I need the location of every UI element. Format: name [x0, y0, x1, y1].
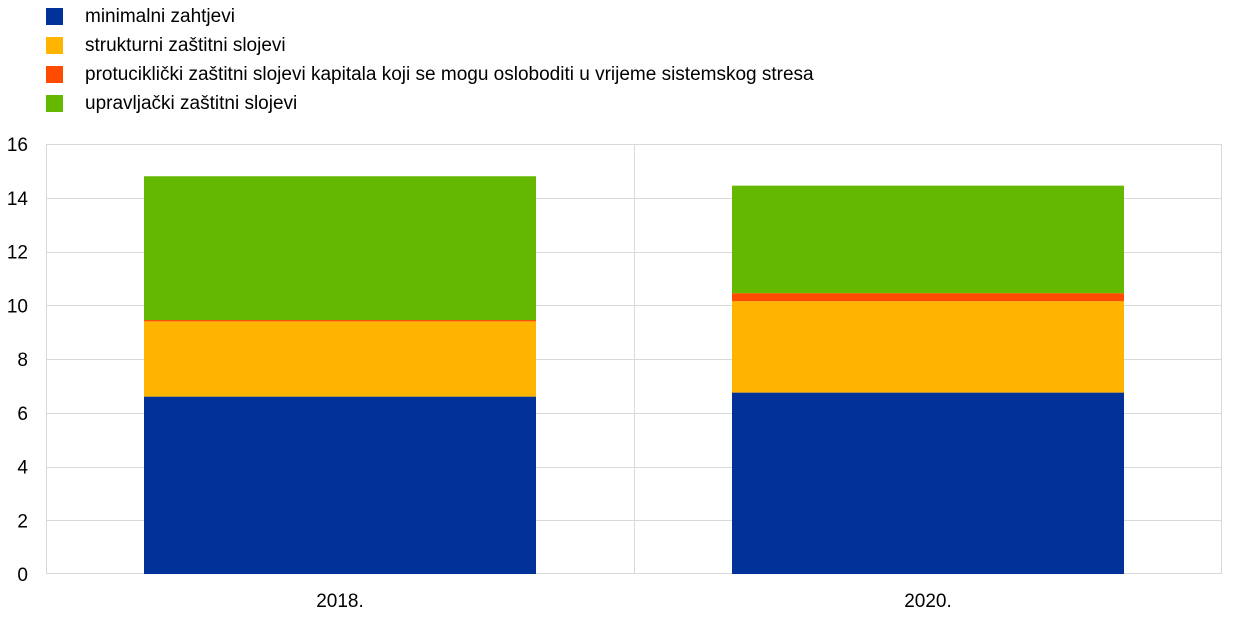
legend-swatch [46, 8, 63, 25]
y-tick-label: 4 [17, 458, 28, 479]
legend-item: minimalni zahtjevi [46, 2, 814, 31]
legend: minimalni zahtjevi strukturni zaštitni sl… [46, 2, 814, 118]
bar-segment [144, 321, 536, 397]
bar-segment [732, 301, 1124, 393]
y-tick-label: 12 [7, 243, 28, 264]
bar-segment [732, 185, 1124, 294]
bar-segment [732, 392, 1124, 574]
x-tick-label: 2020. [904, 591, 952, 612]
y-tick-label: 10 [7, 296, 28, 317]
bars [144, 176, 1124, 574]
y-tick-label: 8 [17, 350, 28, 371]
y-tick-label: 16 [7, 135, 28, 156]
legend-label: upravljački zaštitni slojevi [85, 92, 298, 114]
legend-label: strukturni zaštitni slojevi [85, 34, 286, 56]
y-tick-label: 14 [7, 189, 29, 210]
bar-segment [732, 293, 1124, 302]
axes [46, 144, 1222, 574]
y-tick-label: 0 [17, 565, 28, 586]
legend-item: protuciklički zaštitni slojevi kapitala … [46, 60, 814, 89]
legend-item: strukturni zaštitni slojevi [46, 31, 814, 60]
bar-segment [144, 320, 536, 322]
x-tick-label: 2018. [316, 591, 364, 612]
legend-label: protuciklički zaštitni slojevi kapitala … [85, 63, 814, 85]
legend-swatch [46, 37, 63, 54]
bar-segment [144, 396, 536, 574]
bar-segment [144, 176, 536, 321]
legend-swatch [46, 95, 63, 112]
axis-labels: 0 2 4 6 8 10 12 14 16 2018. 2020. [7, 135, 952, 612]
y-tick-label: 6 [17, 404, 28, 425]
plot-frame [46, 144, 1222, 574]
legend-label: minimalni zahtjevi [85, 5, 235, 27]
legend-item: upravljački zaštitni slojevi [46, 89, 814, 118]
y-tick-label: 2 [17, 511, 28, 532]
legend-swatch [46, 66, 63, 83]
